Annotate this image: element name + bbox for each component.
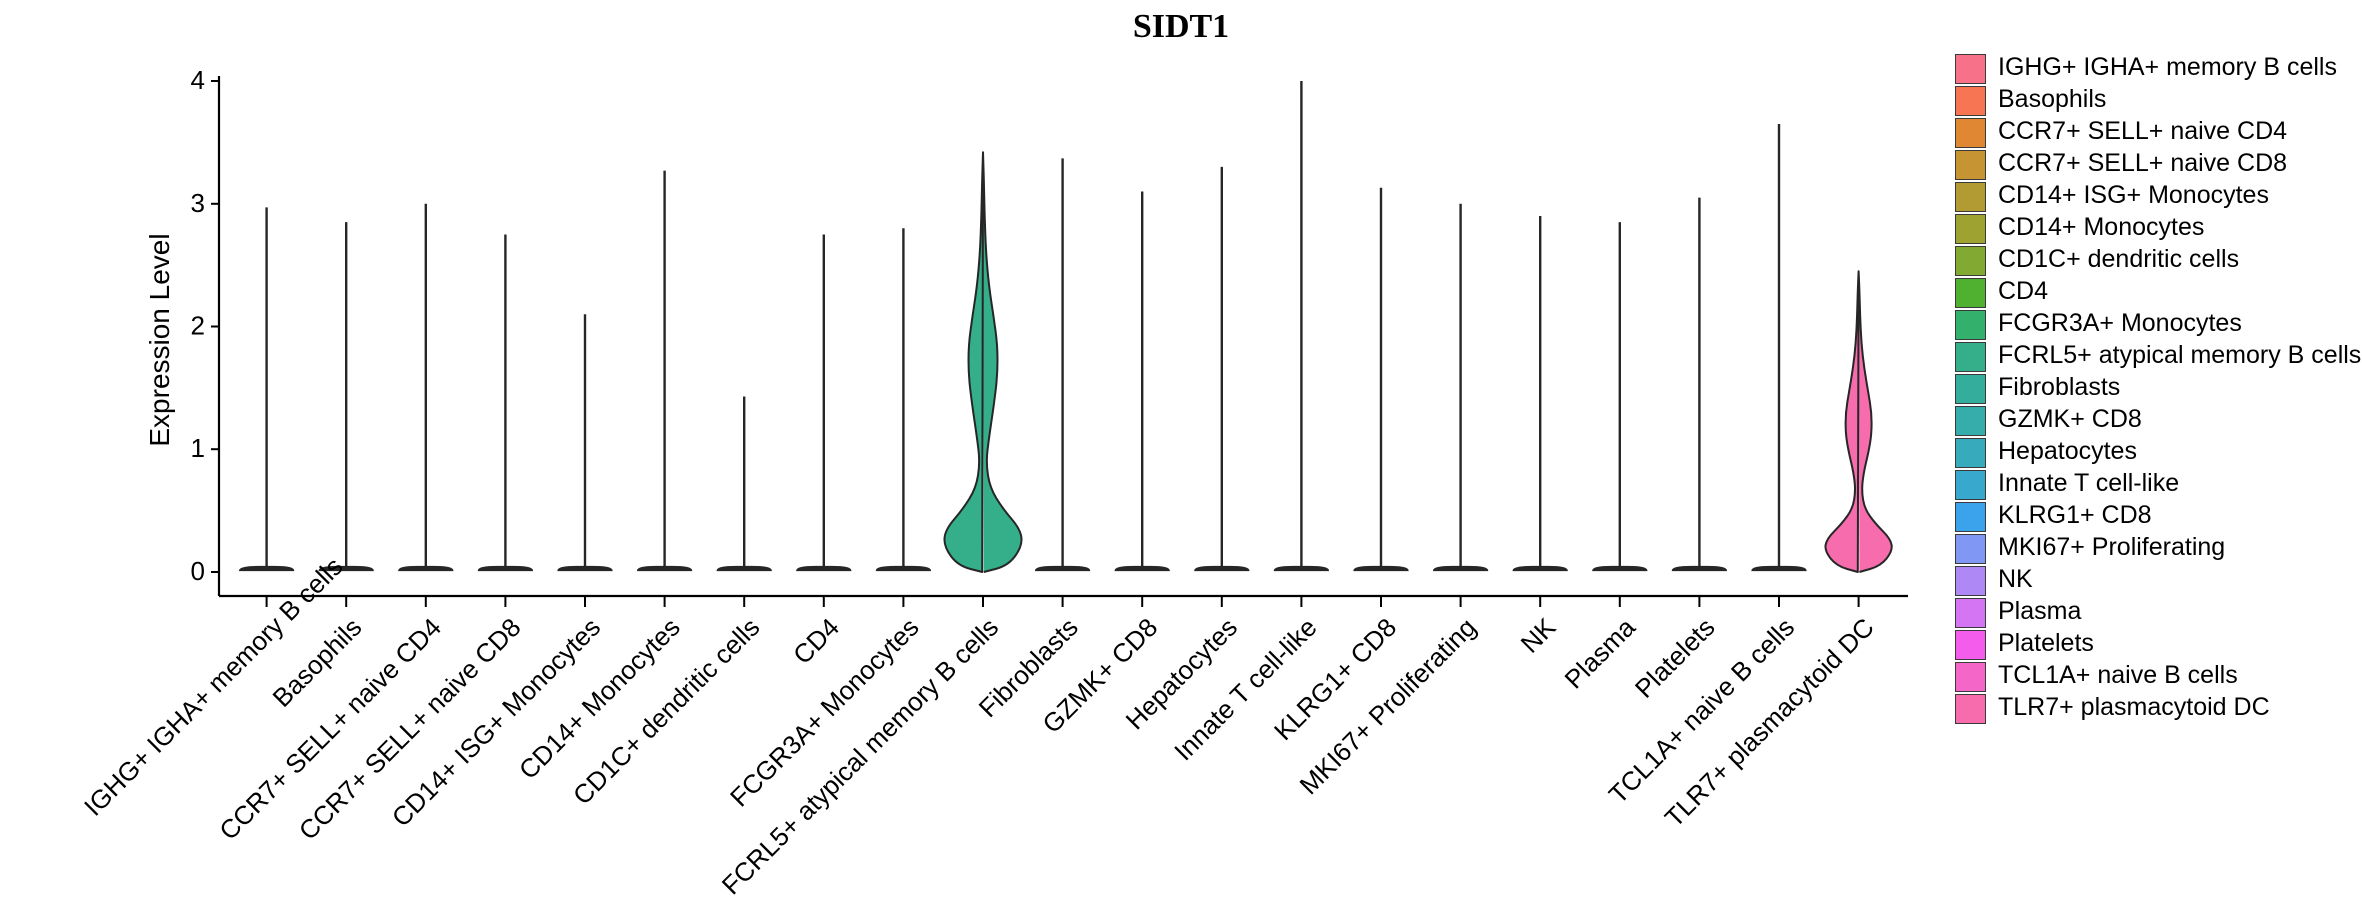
- svg-text:0: 0: [191, 556, 205, 586]
- svg-text:3: 3: [191, 188, 205, 218]
- svg-text:1: 1: [191, 433, 205, 463]
- svg-text:2: 2: [191, 311, 205, 341]
- svg-text:4: 4: [191, 65, 205, 95]
